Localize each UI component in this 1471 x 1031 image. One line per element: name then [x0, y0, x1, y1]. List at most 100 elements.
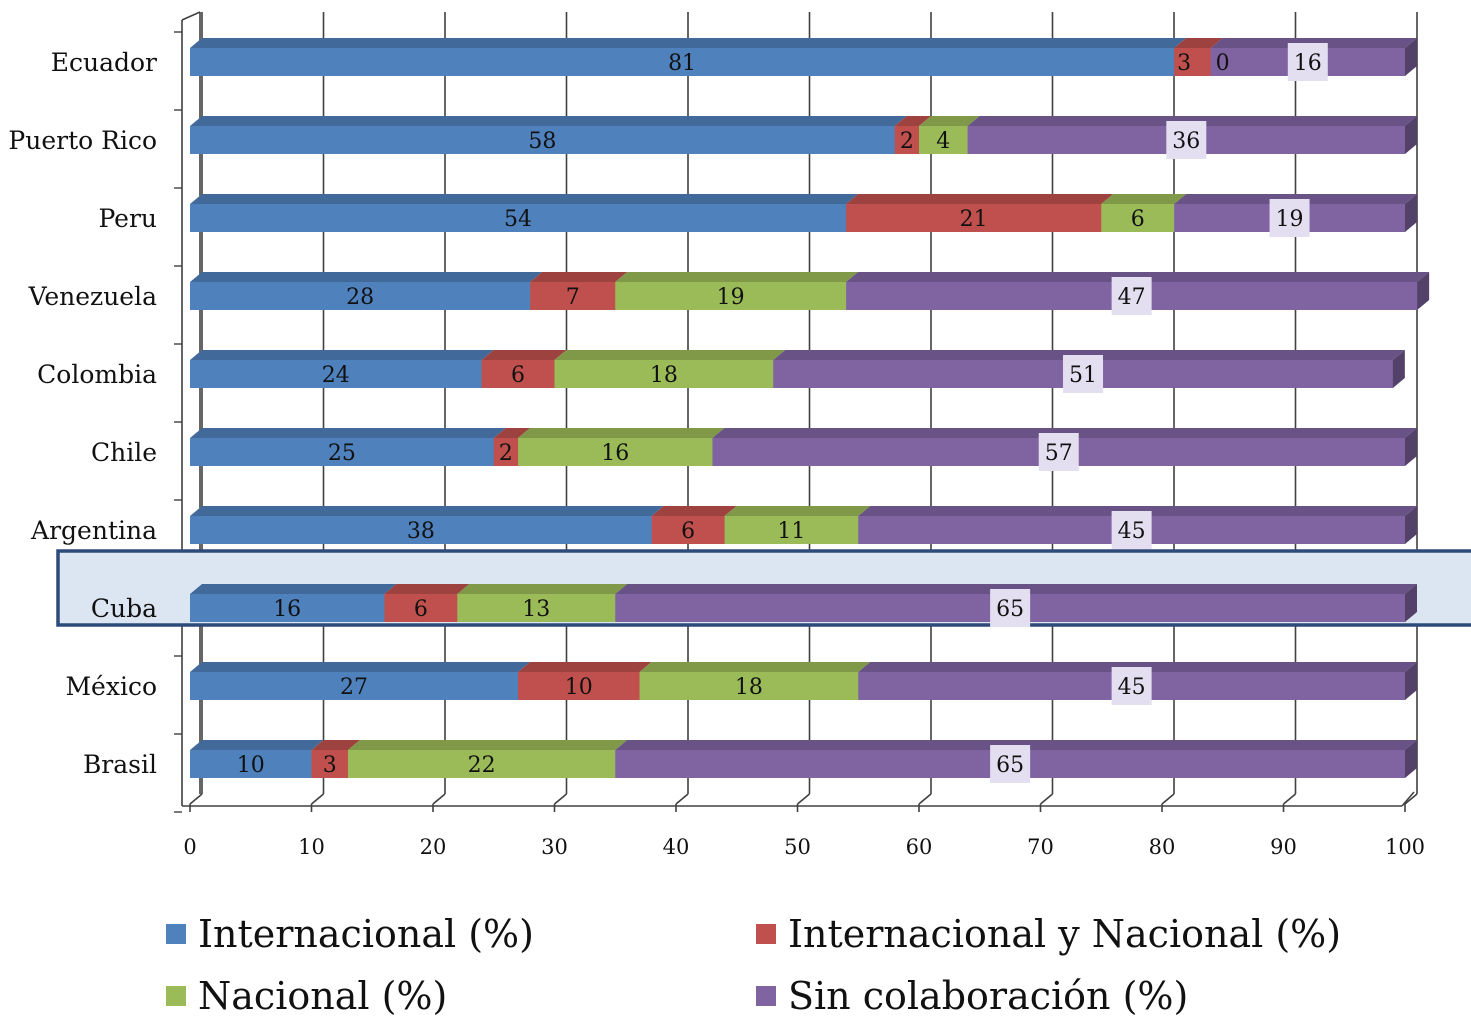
category-label: Puerto Rico — [8, 126, 157, 155]
data-label: 25 — [328, 441, 356, 466]
floor-gridline — [675, 793, 689, 805]
data-label: 18 — [650, 363, 678, 388]
bar-segment-top — [1174, 38, 1223, 48]
wall-top-edge — [181, 11, 201, 21]
bar-segment-end — [1405, 38, 1417, 76]
bar-segment — [190, 672, 519, 700]
floor-gridline — [1161, 793, 1175, 805]
data-label-box — [1063, 355, 1104, 393]
x-tick-label: 60 — [906, 835, 933, 859]
category-label: Argentina — [30, 516, 157, 545]
data-label: 22 — [468, 753, 496, 778]
category-label: Cuba — [91, 594, 157, 623]
bar-segment — [1101, 204, 1175, 232]
floor-gridline — [1282, 793, 1297, 805]
data-label: 19 — [1276, 207, 1304, 232]
bar-segment — [190, 48, 1175, 76]
bar-segment-end — [1405, 662, 1417, 700]
data-label: 11 — [777, 519, 805, 544]
chart-legend: Internacional (%) Internacional y Naciona… — [0, 912, 1471, 1031]
data-label-box — [990, 589, 1031, 627]
category-label: Colombia — [37, 360, 157, 389]
data-label: 45 — [1118, 519, 1146, 544]
data-label: 65 — [996, 597, 1024, 622]
x-tick-label: 80 — [1149, 835, 1176, 859]
bar-segment — [530, 282, 616, 310]
bar-segment-end — [1405, 506, 1417, 544]
legend-swatch — [166, 924, 186, 944]
bar-segment — [518, 438, 713, 466]
bar-segment — [190, 204, 847, 232]
bar-segment-top — [311, 740, 360, 750]
bar-segment-top — [190, 506, 664, 516]
bar-segment-top — [894, 116, 931, 126]
x-tick-label: 0 — [183, 835, 196, 859]
bar-segment-top — [190, 350, 494, 360]
bar-segment-top — [554, 350, 786, 360]
data-label: 58 — [528, 129, 556, 154]
bar-segment-top — [347, 740, 628, 750]
bar-segment — [190, 516, 653, 544]
bar-segment-top — [518, 662, 652, 672]
floor-gridline — [432, 793, 446, 805]
data-label-box — [1111, 511, 1152, 549]
x-tick-label: 50 — [784, 835, 811, 859]
bar-segment-top — [190, 38, 1187, 48]
category-label: Peru — [98, 204, 157, 233]
bar-segment-top — [190, 740, 324, 750]
data-label: 10 — [237, 753, 265, 778]
floor-gridline — [1039, 793, 1054, 805]
bar-segment-end — [1405, 428, 1417, 466]
category-label: Brasil — [83, 750, 157, 779]
bar-segment-top — [190, 428, 506, 438]
bar-segment-top — [530, 272, 628, 282]
bar-segment-top — [190, 272, 543, 282]
category-label: Ecuador — [51, 48, 157, 77]
bar-segment — [190, 360, 483, 388]
legend-item: Sin colaboración (%) — [756, 974, 1188, 1018]
data-label: 57 — [1045, 441, 1073, 466]
bar-segment — [190, 282, 531, 310]
bar-segment-end — [1405, 740, 1417, 778]
bar-segment-end — [1405, 584, 1417, 622]
data-label: 54 — [504, 207, 532, 232]
x-tick-label: 10 — [298, 835, 325, 859]
x-tick-label: 70 — [1027, 835, 1054, 859]
data-label-box — [990, 745, 1031, 783]
data-label: 6 — [1131, 207, 1145, 232]
bar-segment-top — [651, 506, 737, 516]
data-label: 6 — [511, 363, 525, 388]
bar-segment — [190, 126, 896, 154]
data-label: 27 — [340, 675, 368, 700]
data-label-box — [1038, 433, 1079, 471]
bar-segment-end — [1417, 272, 1430, 310]
data-label: 47 — [1118, 285, 1146, 310]
floor-gridline — [553, 793, 568, 805]
bar-segment-top — [615, 272, 859, 282]
data-label: 45 — [1118, 675, 1146, 700]
bar-segment — [384, 594, 458, 622]
data-label: 3 — [1177, 51, 1191, 76]
data-label: 81 — [668, 51, 696, 76]
data-label: 7 — [566, 285, 580, 310]
legend-swatch — [166, 986, 186, 1006]
bar-segment-top — [190, 584, 397, 594]
bar-segment-top — [190, 662, 531, 672]
bar-segment — [518, 672, 641, 700]
bar-segment-top — [518, 428, 725, 438]
legend-item: Nacional (%) — [166, 974, 447, 1018]
data-label: 6 — [681, 519, 695, 544]
bar-segment — [481, 360, 555, 388]
bar-segment — [190, 594, 385, 622]
bar-segment — [894, 126, 920, 154]
x-tick-label: 20 — [420, 835, 447, 859]
bar-segment — [846, 204, 1102, 232]
data-label-box — [1111, 277, 1152, 315]
data-label: 16 — [601, 441, 629, 466]
data-label: 2 — [499, 441, 513, 466]
data-label: 4 — [936, 129, 950, 154]
bar-segment — [457, 594, 616, 622]
legend-item: Internacional y Nacional (%) — [756, 912, 1341, 956]
bar-segment-end — [1392, 350, 1405, 388]
legend-label: Sin colaboración (%) — [788, 974, 1189, 1018]
